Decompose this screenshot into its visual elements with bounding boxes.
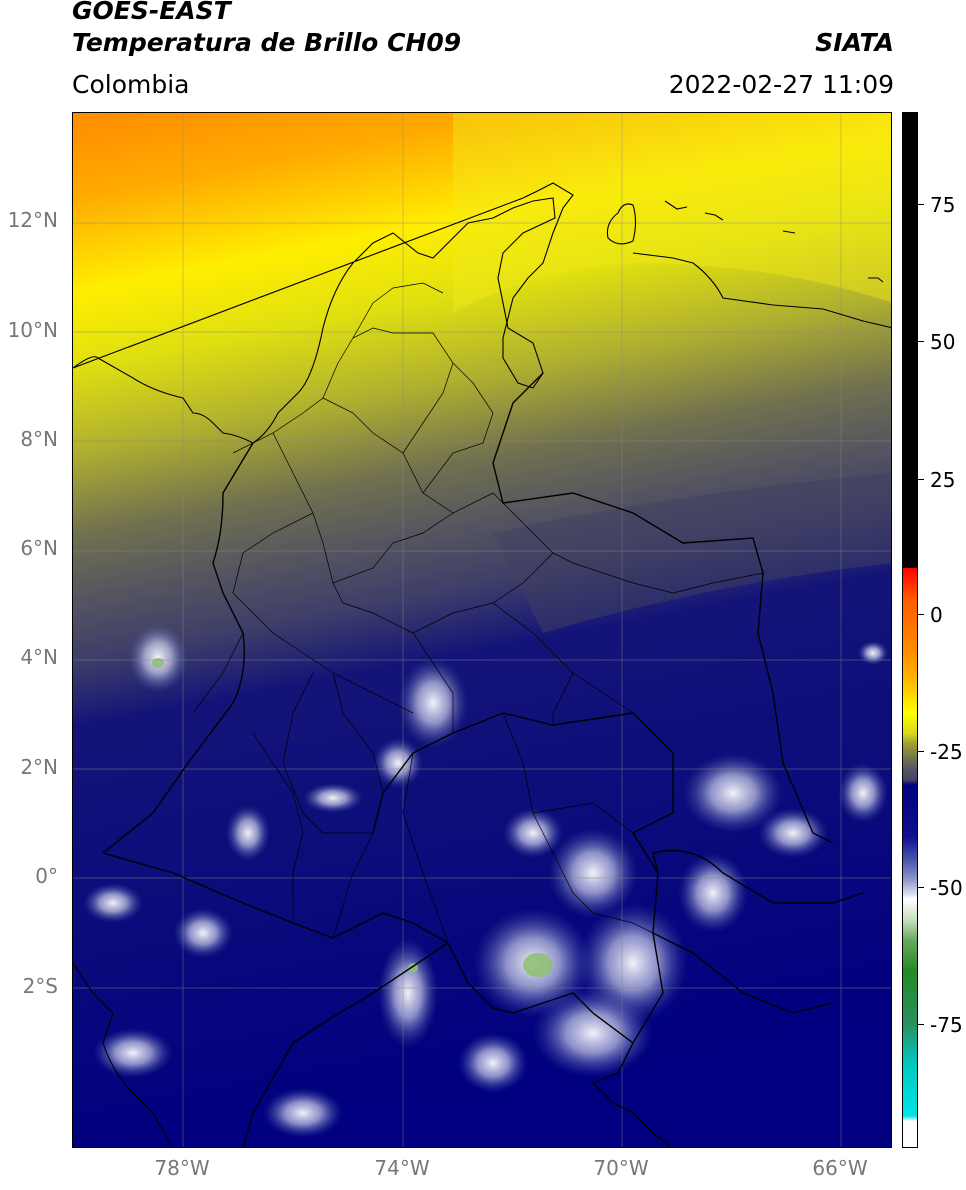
lat-label-12n: 12°N	[7, 208, 58, 232]
satellite-map[interactable]	[72, 112, 892, 1148]
lat-label-4n: 4°N	[20, 645, 58, 669]
coastlines	[73, 182, 891, 1147]
colorbar-tick	[918, 751, 924, 752]
lon-label-66w: 66°W	[812, 1156, 868, 1180]
colorbar-label-neg25: -25	[930, 740, 963, 764]
colorbar-tick	[918, 614, 924, 615]
lon-label-70w: 70°W	[593, 1156, 649, 1180]
colorbar-label-0: 0	[930, 603, 943, 627]
product-title: Temperatura de Brillo CH09	[72, 28, 462, 57]
yellow-band	[453, 113, 891, 313]
lon-label-74w: 74°W	[374, 1156, 430, 1180]
colorbar-label-75: 75	[930, 193, 956, 217]
lon-label-78w: 78°W	[154, 1156, 210, 1180]
colorbar-tick	[918, 1024, 924, 1025]
lat-label-8n: 8°N	[20, 427, 58, 451]
lat-label-6n: 6°N	[20, 536, 58, 560]
colorbar-tick	[918, 887, 924, 888]
colorbar-label-25: 25	[930, 468, 956, 492]
datetime-label: 2022-02-27 11:09	[668, 70, 894, 99]
colorbar	[902, 112, 918, 1148]
gray-band	[493, 473, 891, 633]
colorbar-label-neg75: -75	[930, 1013, 963, 1037]
department-borders	[192, 282, 764, 944]
colorbar-tick	[918, 341, 924, 342]
lat-label-2s: 2°S	[22, 974, 58, 998]
colorbar-tick	[918, 204, 924, 205]
colorbar-tick	[918, 479, 924, 480]
satellite-title: GOES-EAST	[72, 0, 231, 25]
organization-label: SIATA	[815, 28, 894, 57]
lat-label-0: 0°	[35, 864, 58, 888]
colorbar-label-50: 50	[930, 330, 956, 354]
region-label: Colombia	[72, 70, 190, 99]
lat-label-2n: 2°N	[20, 755, 58, 779]
gridlines	[73, 113, 891, 1147]
country-borders	[102, 372, 864, 1147]
lat-label-10n: 10°N	[7, 318, 58, 342]
map-canvas	[73, 113, 891, 1147]
colorbar-label-neg50: -50	[930, 876, 963, 900]
